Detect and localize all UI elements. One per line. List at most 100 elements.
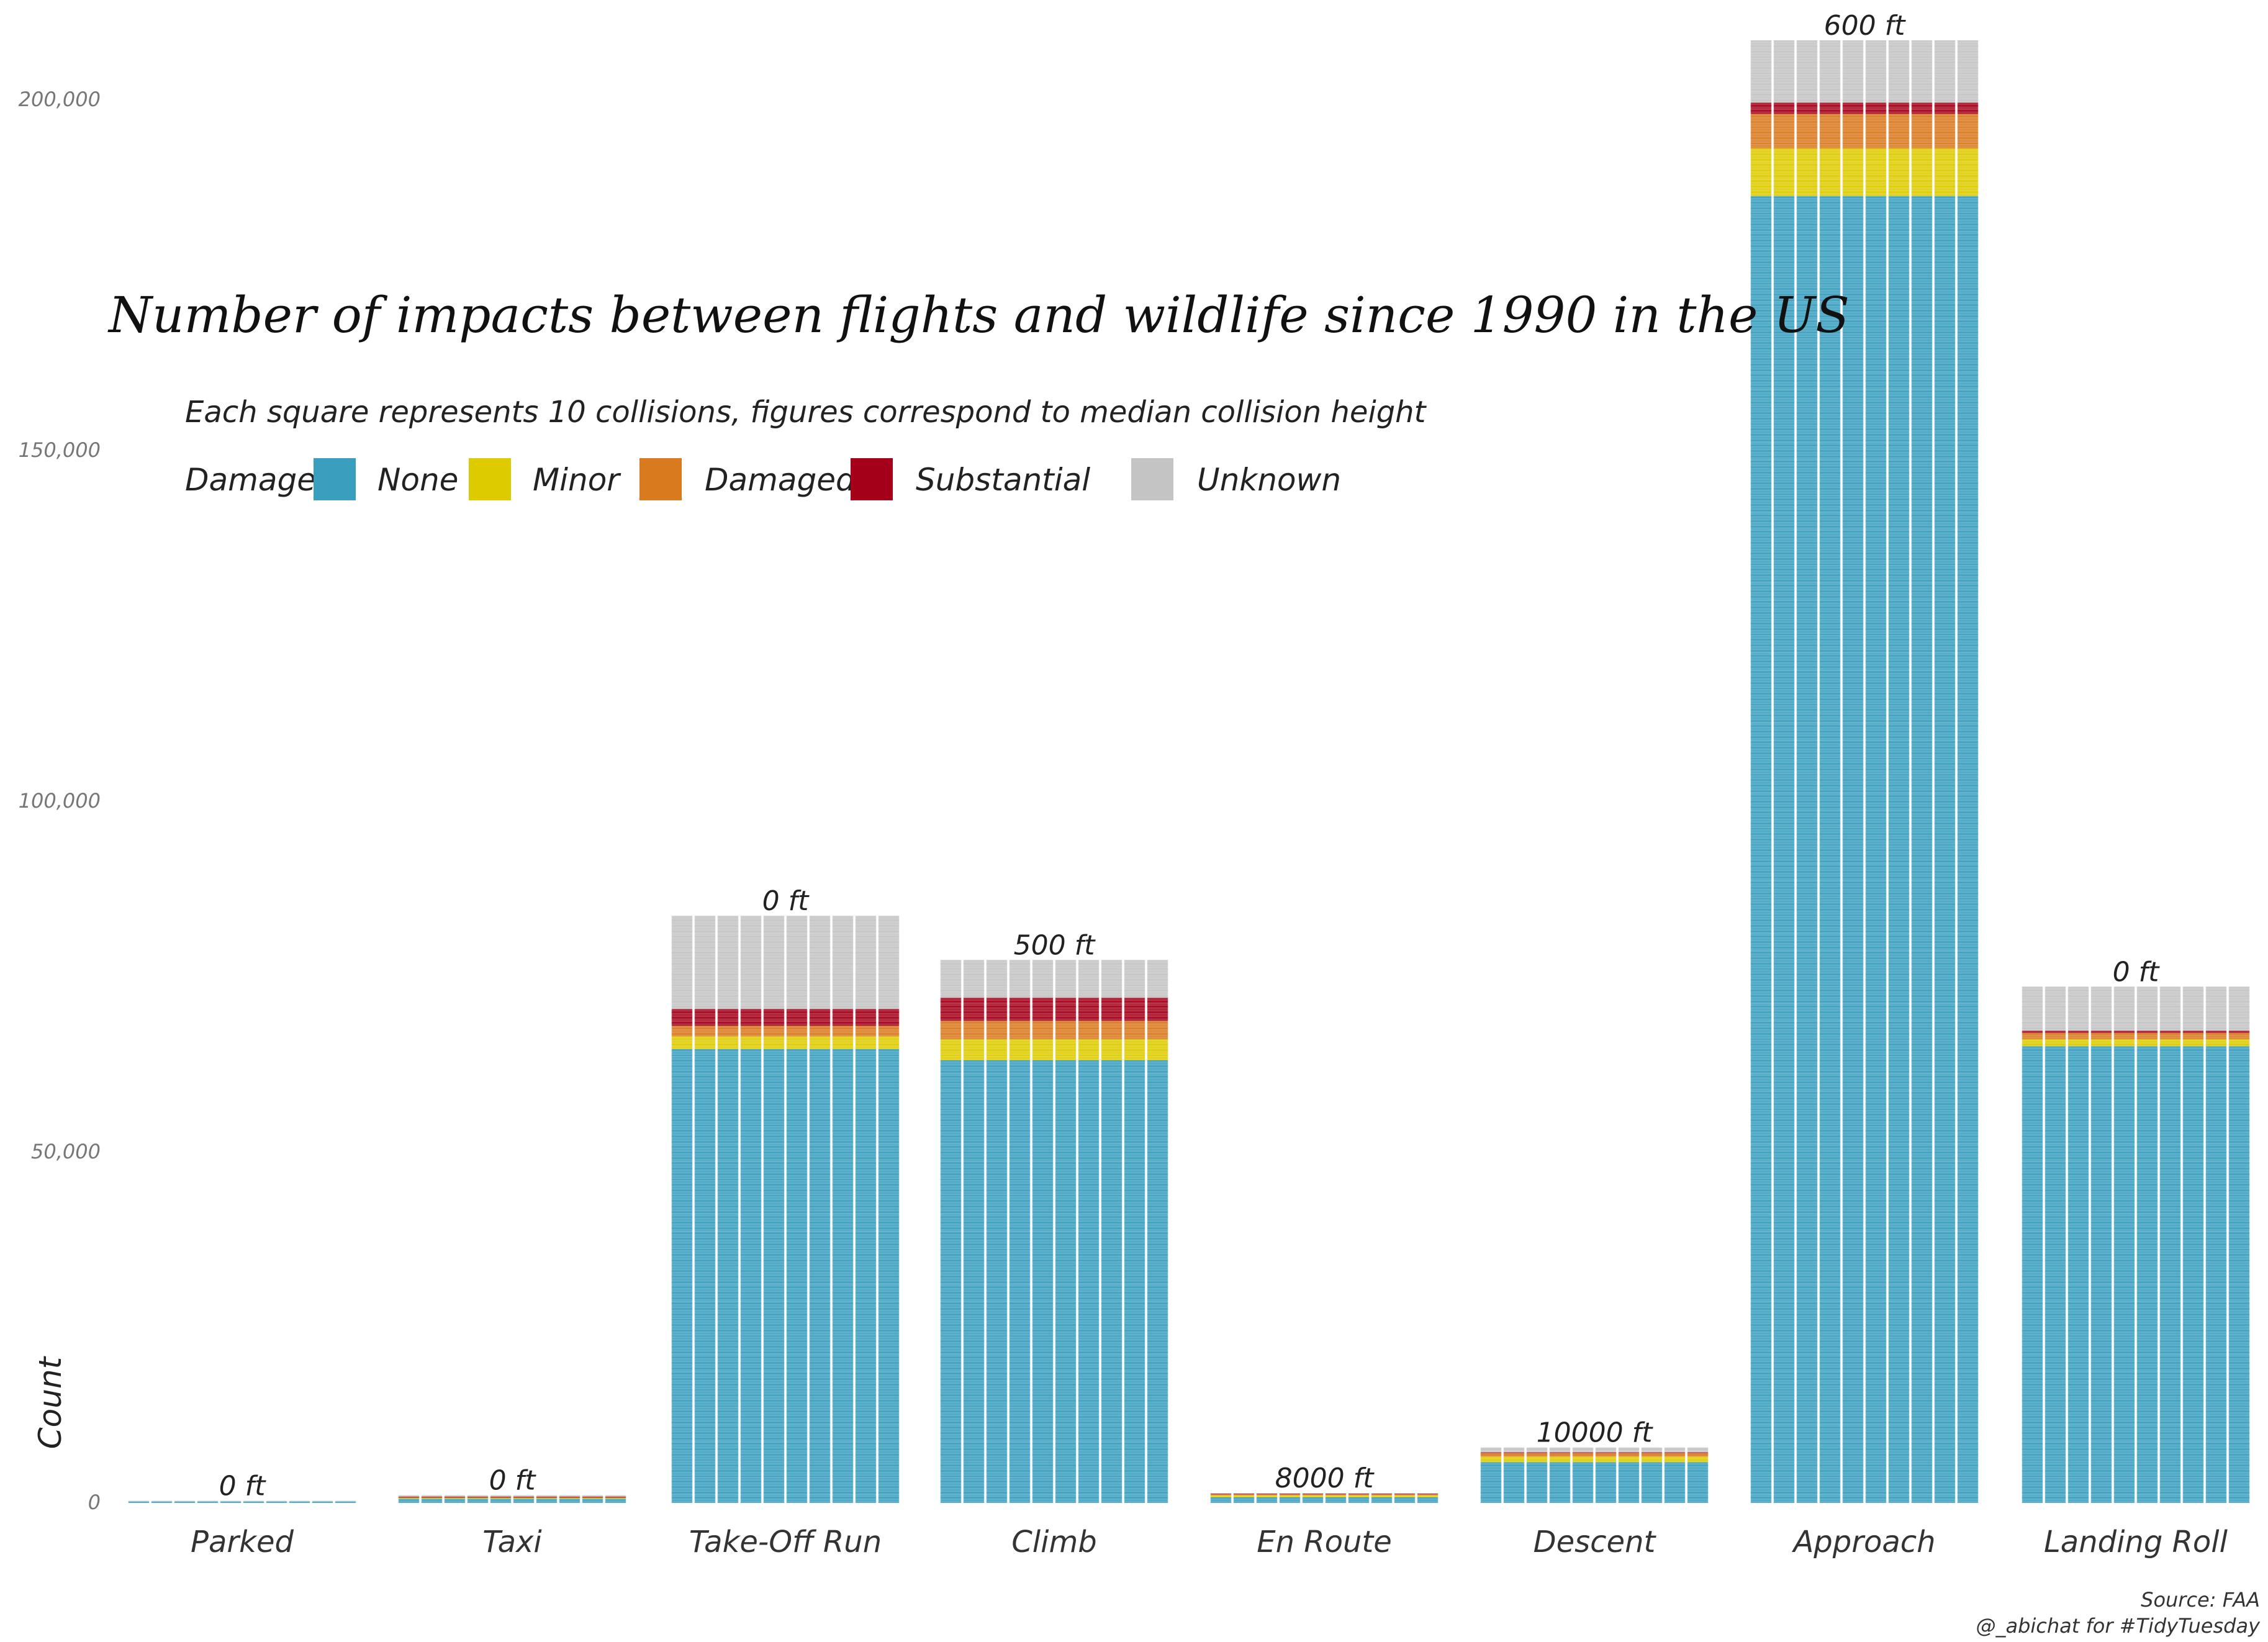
waffle-square-none [787, 1462, 808, 1463]
waffle-square-none [856, 1469, 877, 1470]
waffle-square-none [764, 1469, 785, 1470]
waffle-square-none [718, 1460, 739, 1461]
waffle-square-none [695, 1462, 716, 1463]
waffle-square-none [718, 1499, 739, 1500]
waffle-square-none [695, 1454, 716, 1455]
waffle-square-none [879, 1467, 900, 1468]
waffle-square-none [741, 1488, 762, 1489]
waffle-square-none [856, 1498, 877, 1499]
waffle-square-none [718, 1467, 739, 1468]
y-tick-label: 0 [88, 1491, 101, 1514]
waffle-square-none [787, 1478, 808, 1479]
waffle-square-unknown [605, 1496, 626, 1497]
waffle-square-damaged [445, 1497, 466, 1498]
waffle-square-none [879, 1494, 900, 1495]
waffle-square-none [695, 1496, 716, 1497]
waffle-square-none [718, 1481, 739, 1482]
waffle-square-none [445, 1499, 466, 1500]
waffle-square-none [718, 1497, 739, 1498]
waffle-square-none [695, 1497, 716, 1498]
waffle-square-none [810, 1474, 831, 1475]
waffle-square-none [879, 1455, 900, 1456]
waffle-square-none [856, 1483, 877, 1484]
waffle-square-none [741, 1471, 762, 1472]
waffle-square-none [810, 1501, 831, 1502]
waffle-square-none [741, 1466, 762, 1467]
waffle-square-none [695, 1474, 716, 1475]
waffle-square-minor [399, 1498, 420, 1499]
waffle-square-none [672, 1474, 693, 1475]
waffle-square-none [787, 1468, 808, 1469]
waffle-square-none [741, 1495, 762, 1496]
waffle-square-none [695, 1472, 716, 1473]
waffle-square-none [810, 1479, 831, 1480]
waffle-square-none [468, 1501, 489, 1502]
waffle-square-none [695, 1494, 716, 1495]
waffle-square-none [559, 1499, 581, 1500]
waffle-square-none [810, 1482, 831, 1483]
waffle-square-none [787, 1486, 808, 1487]
waffle-square-none [582, 1499, 603, 1500]
y-tick-label: 150,000 [19, 438, 101, 462]
waffle-square-none [718, 1480, 739, 1481]
waffle-square-none [672, 1463, 693, 1464]
waffle-square-none [810, 1468, 831, 1469]
waffle-square-none [856, 1467, 877, 1468]
waffle-square-none [856, 1486, 877, 1487]
waffle-square-none [833, 1496, 854, 1497]
waffle-square-none [856, 1465, 877, 1466]
waffle-square-none [787, 1490, 808, 1491]
waffle-square-minor [582, 1498, 603, 1499]
waffle-square-none [695, 1492, 716, 1493]
waffle-square-none [856, 1502, 877, 1503]
waffle-square-none [787, 1463, 808, 1464]
waffle-square-none [833, 1463, 854, 1464]
waffle-square-none [695, 1480, 716, 1481]
waffle-square-none [605, 1499, 626, 1500]
waffle-square-none [810, 1483, 831, 1484]
waffle-square-none [582, 1501, 603, 1502]
waffle-square-none [741, 1454, 762, 1455]
waffle-square-none [536, 1499, 558, 1500]
waffle-square-none [810, 1499, 831, 1500]
waffle-square-none [672, 1490, 693, 1491]
waffle-square-none [879, 1496, 900, 1497]
waffle-square-none [879, 1464, 900, 1465]
waffle-square-none [695, 1486, 716, 1487]
waffle-square-none [787, 1465, 808, 1466]
waffle-square-none [833, 1477, 854, 1478]
waffle-square-none [764, 1458, 785, 1459]
waffle-square-none [787, 1502, 808, 1503]
waffle-square-none [787, 1477, 808, 1478]
waffle-square-none [810, 1454, 831, 1455]
waffle-square-unknown [399, 1495, 420, 1496]
waffle-square-none [833, 1465, 854, 1466]
waffle-square-none [810, 1481, 831, 1482]
waffle-square-none [764, 1462, 785, 1463]
waffle-square-none [718, 1491, 739, 1492]
waffle-square-none [672, 1497, 693, 1498]
waffle-square-none [810, 1491, 831, 1492]
waffle-square-none [856, 1501, 877, 1502]
waffle-square-none [695, 1483, 716, 1484]
waffle-square-damaged [582, 1497, 603, 1498]
waffle-square-none [879, 1461, 900, 1462]
waffle-square-none [335, 1502, 356, 1503]
waffle-square-none [718, 1472, 739, 1473]
waffle-square-none [787, 1491, 808, 1492]
waffle-square-none [582, 1502, 603, 1503]
waffle-square-unknown [174, 1501, 196, 1502]
waffle-square-none [879, 1497, 900, 1498]
waffle-square-none [833, 1498, 854, 1499]
waffle-square-unknown [559, 1496, 581, 1497]
waffle-square-none [672, 1486, 693, 1487]
waffle-square-none [833, 1485, 854, 1486]
waffle-square-none [536, 1501, 558, 1502]
waffle-square-none [764, 1487, 785, 1488]
waffle-square-none [718, 1476, 739, 1477]
waffle-square-none [856, 1493, 877, 1494]
waffle-square-none [810, 1455, 831, 1456]
waffle-square-unknown [445, 1495, 466, 1496]
waffle-square-none [695, 1471, 716, 1472]
waffle-square-none [764, 1463, 785, 1464]
